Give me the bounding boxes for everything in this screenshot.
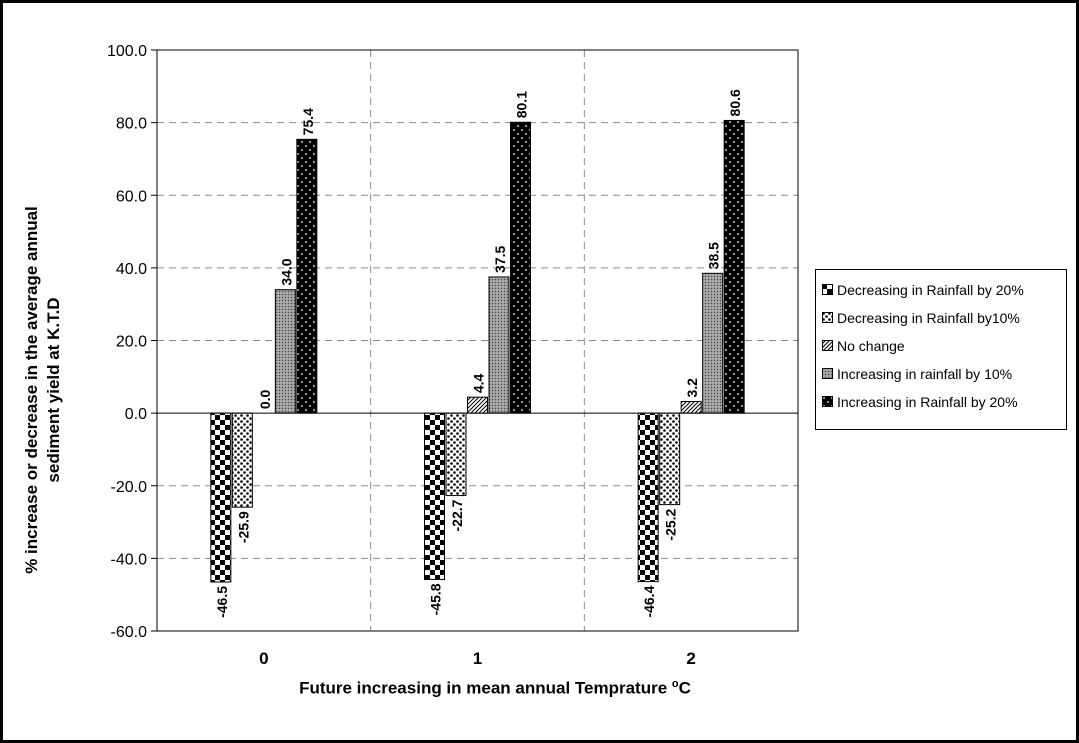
data-label: 38.5 [706,242,722,269]
data-label: -45.8 [428,583,444,615]
x-axis-title-unit: C [678,678,691,698]
data-label: -25.2 [663,508,679,540]
legend-label: No change [837,337,905,354]
data-label: -46.4 [641,585,657,617]
data-label: -46.5 [214,586,230,618]
legend-item: Increasing in rainfall by 10% [822,362,1066,385]
legend-item: Decreasing in Rainfall by 20% [822,278,1066,301]
y-tick-label: -20.0 [111,479,148,496]
bar [637,412,659,583]
x-axis-title-text: Future increasing in mean annual Temprat… [299,678,668,698]
legend-item: No change [822,334,1066,357]
data-label: 4.4 [471,373,487,393]
legend-swatch-fill [822,284,833,295]
y-tick-label: -40.0 [111,551,148,568]
y-tick-label: 40.0 [116,261,147,278]
y-axis-title-line1: % increase or decrease in the average an… [22,206,41,574]
legend-label: Increasing in Rainfall by 20% [837,393,1018,410]
legend-swatch [822,284,833,295]
y-axis-title: % increase or decrease in the average an… [21,206,65,574]
legend-swatch [822,368,833,379]
data-label: 34.0 [278,258,294,285]
y-tick-label: 100.0 [107,43,147,60]
legend: Decreasing in Rainfall by 20% Decreasing … [815,269,1067,430]
bar [231,412,253,508]
x-tick-label: 2 [686,649,695,668]
y-tick-label: -60.0 [111,624,148,641]
y-tick-label: 0.0 [125,406,147,423]
legend-swatch-fill [822,396,833,407]
data-label: -22.7 [449,499,465,531]
data-label: 3.2 [684,378,700,398]
legend-swatch-fill [822,340,833,351]
bar [445,412,467,497]
legend-label: Increasing in rainfall by 10% [837,365,1013,382]
data-label: 80.1 [514,91,530,118]
legend-label: Decreasing in Rainfall by10% [837,309,1020,326]
x-axis-title-degree: o [671,678,679,690]
data-label: 75.4 [300,108,316,135]
legend-swatch [822,396,833,407]
legend-swatch [822,312,833,323]
x-tick-label: 1 [473,649,482,668]
data-label: -25.9 [235,511,251,543]
legend-swatch-fill [822,368,833,379]
bar [424,412,445,580]
bar [274,289,296,414]
data-labels: -46.5 -25.9 0.0 34.0 75.4 -45.8 -22.7 4.4 37.5 80… [214,89,743,618]
data-label: 0.0 [257,389,273,409]
bar [702,272,724,414]
y-axis-title-line2: sediment yield at K.T.D [44,297,63,483]
x-tick-label: 0 [259,649,268,668]
bar [210,412,232,583]
bar [680,401,702,414]
legend-item: Decreasing in Rainfall by10% [822,306,1066,329]
bar [296,138,318,414]
gridlines [157,50,798,631]
y-tick-label: 20.0 [116,334,147,351]
y-tick-label: 60.0 [116,188,147,205]
bar [467,396,488,414]
legend-swatch-fill [822,312,833,323]
bar [510,121,531,414]
x-axis-title: Future increasing in mean annual Temprat… [299,678,691,699]
data-label: 37.5 [492,245,508,272]
legend-swatch [822,340,833,351]
bar [488,276,510,414]
y-tick-label: 80.0 [116,116,147,133]
bar [723,119,745,414]
legend-item: Increasing in Rainfall by 20% [822,390,1066,413]
legend-label: Decreasing in Rainfall by 20% [837,281,1024,298]
bar [659,412,681,506]
axes: 100.080.060.040.020.00.0-20.0-40.0-60.00… [107,43,799,668]
data-label: 80.6 [727,89,743,116]
plot-area-border [156,49,799,632]
